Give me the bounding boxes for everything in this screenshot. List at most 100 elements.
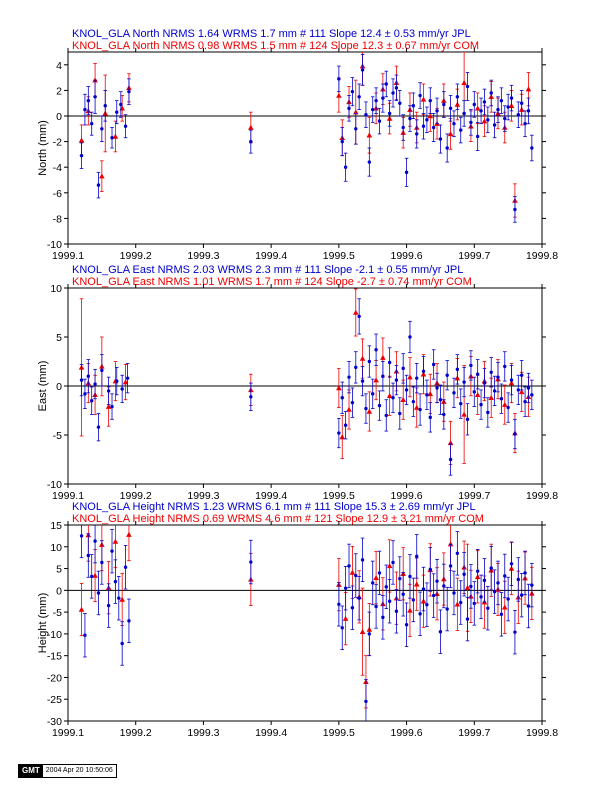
height-jpl-point <box>387 599 392 603</box>
east-com-point <box>407 374 413 380</box>
north-jpl-point <box>377 119 382 123</box>
height-jpl-point <box>86 553 91 558</box>
east-jpl-point <box>106 389 111 393</box>
east-com-point <box>366 408 373 414</box>
east-jpl-point <box>354 365 358 370</box>
height-jpl-point <box>401 592 405 596</box>
east-jpl-point <box>398 411 402 416</box>
height-jpl-point <box>472 601 476 606</box>
east-jpl-point <box>445 373 449 377</box>
height-jpl-point <box>360 558 365 562</box>
height-jpl-point <box>120 641 124 646</box>
east-com-point <box>380 354 386 360</box>
height-jpl-point <box>357 596 361 600</box>
height-jpl-point <box>418 612 422 616</box>
north-com-point <box>366 132 373 138</box>
north-jpl-point <box>249 139 253 144</box>
height-jpl-point <box>526 604 531 608</box>
east-title-jpl: KNOL_GLA East NRMS 2.03 WRMS 2.3 mm # 11… <box>72 264 464 276</box>
height-jpl-point <box>431 593 436 598</box>
north-jpl-point <box>425 118 429 122</box>
height-jpl-point <box>340 626 344 630</box>
height-jpl-point <box>486 606 490 610</box>
height-com-point <box>407 607 413 613</box>
east-jpl-point <box>465 417 470 422</box>
north-jpl-point <box>360 68 365 72</box>
north-jpl-point <box>115 110 119 114</box>
height-jpl-point <box>516 577 520 582</box>
east-jpl-point <box>452 391 456 395</box>
east-com-point <box>386 393 393 399</box>
east-com-point <box>122 379 129 385</box>
north-panel: 1999.1 1999.2 1999.3 1999.4 1999.5 1999.6 1999… <box>37 48 558 262</box>
north-jpl-point <box>475 134 480 139</box>
north-com-point <box>336 92 342 98</box>
height-jpl-point <box>435 579 439 583</box>
east-jpl-point <box>455 367 460 372</box>
east-jpl-point <box>93 382 97 386</box>
height-jpl-point <box>123 565 128 569</box>
north-com-point <box>481 118 488 124</box>
height-jpl-point <box>93 539 97 543</box>
east-jpl-point <box>438 398 443 402</box>
north-jpl-point <box>472 102 476 107</box>
north-ytick-label: 2 <box>56 85 62 97</box>
east-jpl-point <box>360 379 365 383</box>
height-jpl-point <box>113 579 118 584</box>
height-com-point <box>349 569 356 575</box>
north-ytick-label: -4 <box>53 162 62 174</box>
east-jpl-point <box>340 396 344 400</box>
height-jpl-point <box>394 609 399 613</box>
height-jpl-point <box>469 584 473 589</box>
height-com-point <box>78 606 85 612</box>
east-jpl-point <box>125 376 130 380</box>
east-ytick-label: 10 <box>50 283 62 295</box>
east-jpl-point <box>418 407 422 412</box>
height-jpl-point <box>127 619 131 623</box>
height-jpl-point <box>425 603 429 607</box>
height-jpl-point <box>367 632 372 636</box>
height-jpl-point <box>455 551 460 556</box>
east-jpl-point <box>519 373 524 377</box>
east-jpl-point <box>367 359 372 364</box>
height-ytick-label: -30 <box>47 716 62 728</box>
height-data-group <box>78 525 535 721</box>
north-jpl-point <box>459 128 463 132</box>
north-jpl-point <box>455 95 460 99</box>
north-jpl-point <box>367 160 372 164</box>
height-jpl-point <box>110 549 114 553</box>
north-jpl-point <box>381 96 385 100</box>
east-com-point <box>518 389 525 395</box>
east-com-point <box>352 309 359 315</box>
height-jpl-point <box>438 630 443 634</box>
north-com-point <box>119 105 125 111</box>
east-com-point <box>488 394 495 400</box>
east-com-point <box>461 411 467 417</box>
north-jpl-point <box>479 109 483 113</box>
east-com-point <box>400 396 406 402</box>
height-jpl-point <box>249 560 253 564</box>
north-jpl-point <box>347 106 351 111</box>
height-jpl-point <box>371 581 375 585</box>
north-jpl-point <box>343 165 348 169</box>
east-jpl-point <box>343 423 348 427</box>
north-jpl-point <box>123 124 128 128</box>
height-jpl-point <box>415 554 419 559</box>
north-jpl-point <box>516 113 520 117</box>
north-jpl-point <box>418 93 422 98</box>
east-jpl-point <box>462 380 466 384</box>
east-panel: 1999.1 1999.2 1999.3 1999.4 1999.5 1999.6 1999… <box>37 283 558 502</box>
east-com-point <box>373 377 379 383</box>
north-jpl-point <box>428 98 432 103</box>
east-xtick-label: 1999.7 <box>458 490 490 502</box>
east-jpl-point <box>347 375 351 379</box>
height-jpl-point <box>530 583 534 587</box>
height-jpl-point <box>377 571 382 575</box>
east-jpl-point <box>377 403 382 408</box>
north-jpl-point <box>452 121 456 126</box>
height-jpl-point <box>452 591 456 595</box>
east-jpl-point <box>415 376 419 380</box>
east-jpl-point <box>459 401 463 406</box>
height-jpl-point <box>96 591 101 595</box>
